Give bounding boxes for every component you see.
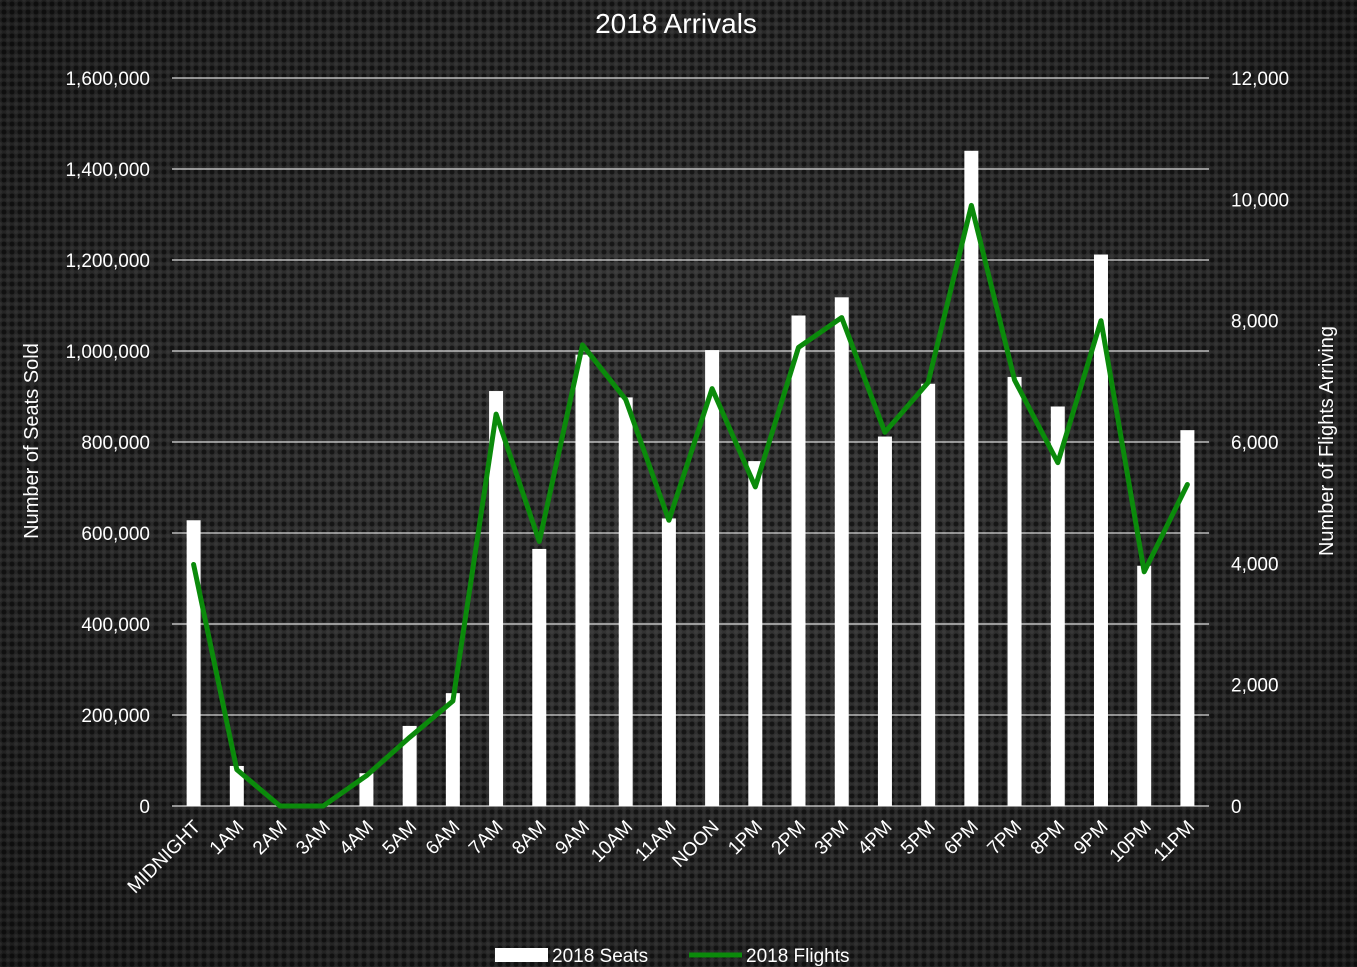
x-tick-label: 7PM [984, 817, 1026, 859]
y-tick-label: 800,000 [81, 433, 150, 454]
y-tick-label: 200,000 [81, 706, 150, 727]
seats-bar [661, 518, 676, 806]
seats-bar [705, 350, 720, 806]
x-tick-label: 10AM [587, 817, 637, 867]
seats-bar [921, 383, 936, 806]
seats-bar [618, 397, 633, 806]
seats-bars [186, 150, 1195, 807]
left-axis-ticks: 0 200,000 400,000 600,000 800,000 1,000,000 1,… [65, 69, 150, 818]
flights-line-group [191, 202, 1190, 809]
right-axis-label: Number of Flights Arriving [1316, 326, 1338, 556]
seats-bar [1050, 406, 1065, 806]
seats-bar [1180, 430, 1195, 806]
left-axis-label: Number of Seats Sold [21, 343, 43, 539]
x-tick-label: MIDNIGHT [124, 816, 206, 898]
y-tick-label: 0 [139, 797, 150, 818]
y2-tick-label: 2,000 [1231, 676, 1279, 697]
y-tick-label: 1,000,000 [65, 342, 150, 363]
x-tick-label: 8PM [1027, 817, 1069, 859]
seats-bar [877, 436, 892, 806]
x-tick-label: 6AM [422, 817, 464, 859]
seats-bar [445, 693, 460, 806]
x-tick-label: 2AM [249, 817, 291, 859]
legend-seats-swatch [495, 948, 548, 962]
chart-title: 2018 Arrivals [595, 8, 757, 39]
seats-bar [748, 461, 763, 806]
x-tick-label: 4PM [854, 817, 896, 859]
x-tick-label: 2PM [768, 817, 810, 859]
x-tick-label: 7AM [465, 817, 507, 859]
seats-bar [1007, 376, 1022, 806]
seats-bar [359, 773, 374, 806]
x-axis-ticks: MIDNIGHT 1AM 2AM 3AM 4AM 5AM 6AM 7AM 8AM 9AM10AM1… [124, 816, 1199, 898]
flights-line [191, 202, 1190, 809]
right-axis-ticks: 0 2,000 4,000 6,000 8,000 10,000 12,000 [1231, 69, 1289, 818]
y2-tick-label: 12,000 [1231, 69, 1289, 90]
y-tick-label: 1,200,000 [65, 251, 150, 272]
y2-tick-label: 8,000 [1231, 312, 1279, 333]
x-tick-label: 5PM [897, 817, 939, 859]
x-tick-label: NOON [668, 817, 723, 872]
seats-bar [575, 354, 590, 806]
y-tick-label: 1,600,000 [65, 69, 150, 90]
x-tick-label: 1PM [724, 817, 766, 859]
x-tick-label: 1AM [206, 817, 248, 859]
y2-tick-label: 0 [1231, 797, 1242, 818]
x-tick-label: 11PM [1150, 817, 1199, 866]
y2-tick-label: 6,000 [1231, 433, 1279, 454]
legend-seats-label: 2018 Seats [552, 946, 648, 967]
y2-tick-label: 4,000 [1231, 554, 1279, 575]
x-tick-label: 6PM [940, 817, 982, 859]
seats-bar [791, 315, 806, 806]
x-tick-label: 4AM [335, 817, 377, 859]
seats-bar [402, 725, 417, 806]
seats-bar [1093, 254, 1108, 807]
seats-bar [834, 297, 849, 806]
legend-flights-label: 2018 Flights [746, 946, 850, 967]
y-tick-label: 400,000 [81, 615, 150, 636]
x-tick-label: 10PM [1106, 817, 1156, 867]
x-tick-label: 5AM [379, 817, 421, 859]
y-tick-label: 600,000 [81, 524, 150, 545]
x-tick-label: 3AM [292, 817, 334, 859]
y-tick-label: 1,400,000 [65, 160, 150, 181]
seats-bar [489, 391, 504, 806]
legend: 2018 Seats 2018 Flights [495, 946, 850, 967]
y2-tick-label: 10,000 [1231, 190, 1289, 211]
gridlines [172, 77, 1209, 807]
seats-bar [229, 765, 244, 806]
seats-bar [532, 548, 547, 806]
seats-bar [1137, 565, 1152, 806]
seats-bar [964, 150, 979, 807]
x-tick-label: 3PM [811, 817, 853, 859]
x-tick-label: 8AM [508, 817, 550, 859]
